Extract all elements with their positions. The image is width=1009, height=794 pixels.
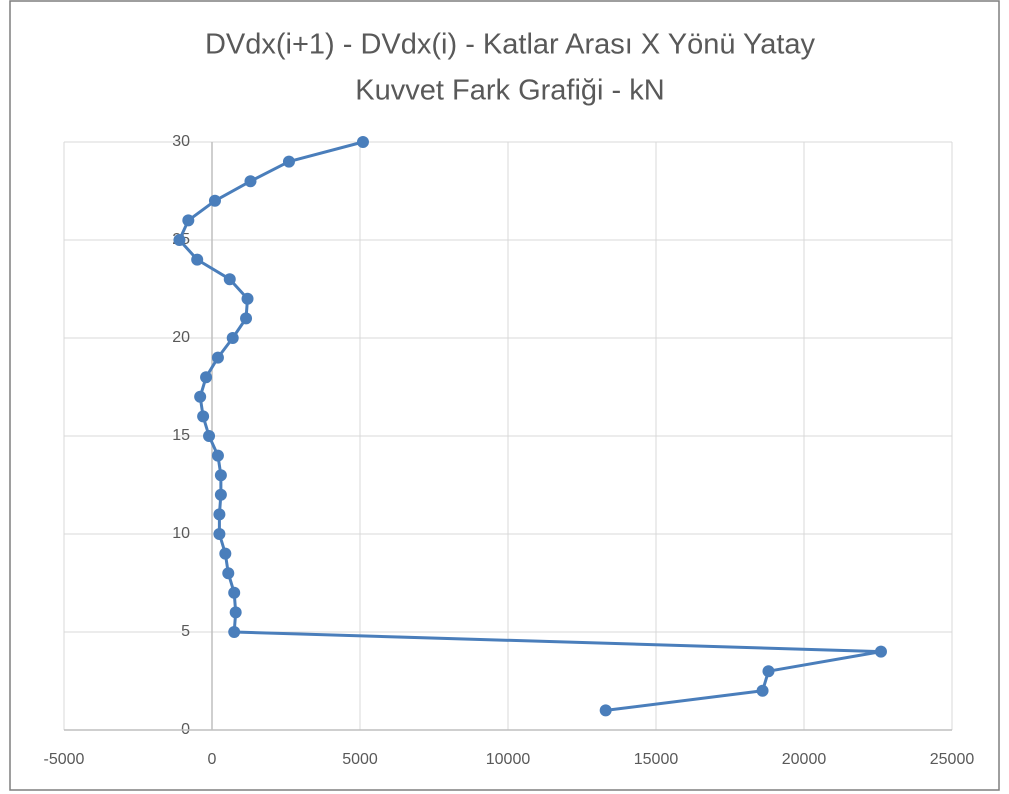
x-tick-label: 15000 — [634, 751, 679, 768]
y-tick-label: 20 — [172, 329, 190, 346]
data-point — [213, 528, 226, 540]
data-point — [226, 332, 239, 344]
chart-frame — [9, 0, 1000, 791]
data-point — [223, 273, 236, 286]
data-point — [599, 704, 612, 717]
data-point — [762, 665, 775, 678]
data-point — [208, 194, 221, 207]
data-point — [173, 234, 186, 246]
data-point — [229, 606, 242, 619]
data-point — [214, 488, 227, 501]
x-tick-label: -5000 — [44, 751, 85, 768]
data-point — [182, 214, 195, 227]
data-point — [241, 292, 254, 305]
data-point — [194, 390, 207, 403]
data-point — [200, 371, 213, 384]
chart-title: Kuvvet Fark Grafiği - kN — [355, 75, 664, 107]
x-tick-label: 0 — [208, 751, 217, 768]
data-point — [214, 469, 227, 482]
data-point — [203, 430, 216, 442]
data-point — [213, 508, 226, 521]
x-tick-label: 5000 — [342, 751, 378, 768]
data-point — [282, 155, 295, 168]
data-point — [191, 253, 204, 266]
data-point — [244, 175, 257, 188]
data-point — [222, 567, 235, 580]
y-tick-label: 10 — [172, 525, 190, 542]
data-point — [228, 586, 241, 599]
data-point — [874, 645, 887, 658]
data-point — [228, 626, 241, 638]
data-point — [756, 684, 769, 697]
y-tick-label: 30 — [172, 133, 190, 150]
data-point — [197, 410, 210, 423]
data-point — [219, 547, 232, 560]
y-tick-label: 5 — [181, 623, 190, 640]
x-tick-label: 25000 — [930, 751, 975, 768]
data-point — [240, 312, 253, 325]
data-point — [211, 449, 224, 462]
data-point — [211, 351, 224, 364]
x-tick-label: 10000 — [486, 751, 531, 768]
y-tick-label: 15 — [172, 427, 190, 444]
x-tick-label: 20000 — [782, 751, 827, 768]
chart-title: DVdx(i+1) - DVdx(i) - Katlar Arası X Yön… — [205, 29, 816, 61]
data-point — [356, 136, 369, 148]
